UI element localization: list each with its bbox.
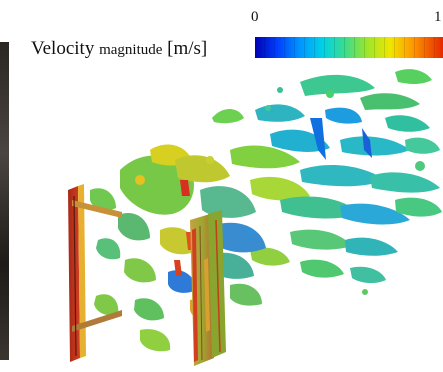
- rear-plate: [190, 210, 226, 366]
- velocity-colorbar: [255, 37, 443, 58]
- colorbar-title-small: magnitude: [99, 42, 163, 58]
- colorbar-min-label: 0: [251, 9, 259, 25]
- wake-vortex-structures: [212, 69, 442, 295]
- colorbar-title-main: Velocity: [31, 38, 95, 59]
- adjacent-photo-edge: [0, 42, 9, 360]
- colorbar-segments: [255, 37, 443, 58]
- colorbar-title: Velocity magnitude [m/s]: [31, 38, 207, 61]
- front-frame: [68, 184, 122, 362]
- near-body-turbulence: [90, 144, 266, 352]
- colorbar-max-label: 1: [434, 9, 442, 25]
- colorbar-title-unit: [m/s]: [167, 38, 208, 59]
